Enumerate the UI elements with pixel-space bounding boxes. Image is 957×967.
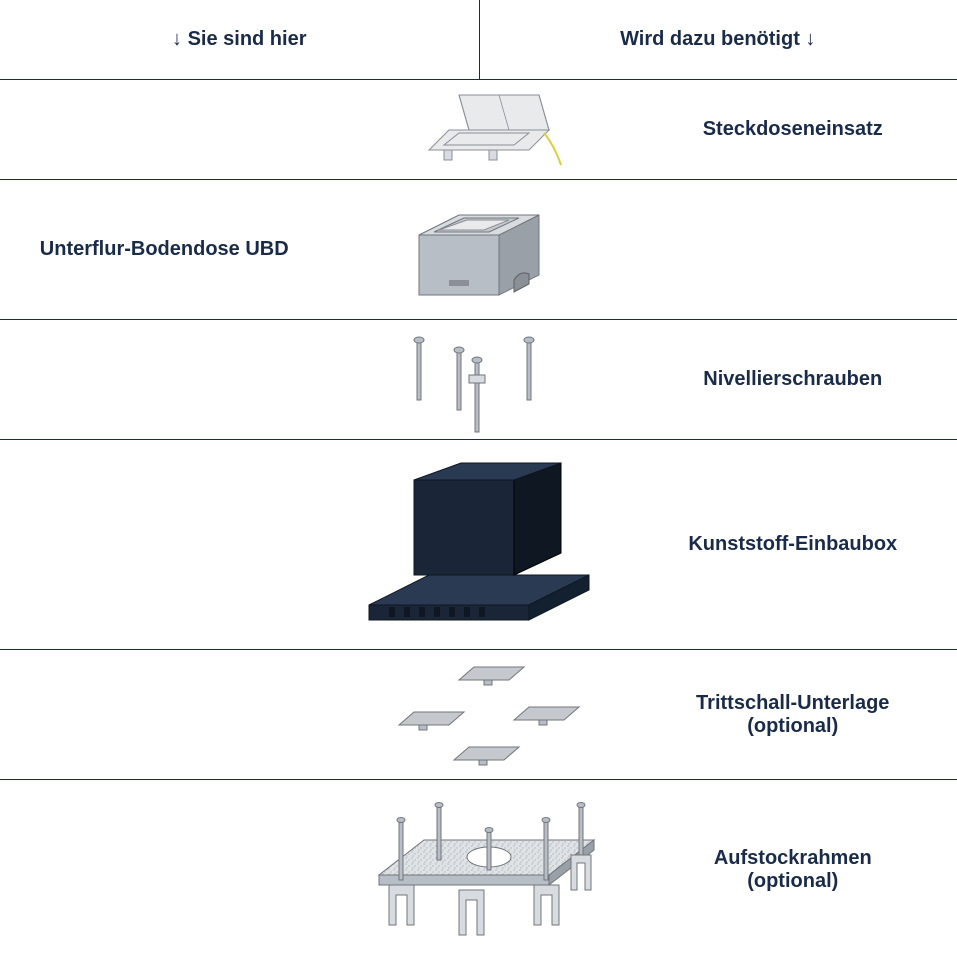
- header-right-text: Wird dazu benötigt: [620, 28, 800, 50]
- row-aufstockrahmen: Aufstockrahmen (optional): [0, 780, 957, 960]
- row3-left: [0, 535, 329, 555]
- row4-left: [0, 705, 329, 725]
- row1-image: [329, 185, 629, 315]
- row-trittschall: Trittschall-Unterlage (optional): [0, 650, 957, 780]
- header-left: ↓ Sie sind hier: [0, 28, 479, 51]
- row4-right: Trittschall-Unterlage (optional): [629, 682, 957, 748]
- row5-image: [329, 785, 629, 955]
- row4-image: [329, 655, 629, 775]
- row-nivellierschrauben: Nivellierschrauben: [0, 320, 957, 440]
- row-steckdoseneinsatz: Steckdoseneinsatz: [0, 80, 957, 180]
- row2-left: [0, 370, 329, 390]
- steckdoseneinsatz-icon: [389, 85, 569, 175]
- arrow-down-icon: ↓: [805, 28, 815, 50]
- row5-left: [0, 860, 329, 880]
- row5-right: Aufstockrahmen (optional): [629, 837, 957, 903]
- trittschall-icon: [369, 655, 589, 775]
- header-divider: [479, 0, 480, 80]
- row2-right: Nivellierschrauben: [629, 358, 957, 401]
- row0-right: Steckdoseneinsatz: [629, 108, 957, 151]
- einbaubox-icon: [349, 445, 609, 645]
- row-einbaubox: Kunststoff-Einbaubox: [0, 440, 957, 650]
- header-left-text: Sie sind hier: [188, 28, 307, 50]
- nivellierschrauben-icon: [379, 325, 579, 435]
- row-bodendose: Unterflur-Bodendose UBD: [0, 180, 957, 320]
- row3-image: [329, 445, 629, 645]
- row2-image: [329, 325, 629, 435]
- row1-right: [629, 240, 957, 260]
- aufstockrahmen-icon: [339, 785, 619, 955]
- diagram-container: ↓ Sie sind hier Wird dazu benötigt ↓: [0, 0, 957, 967]
- bodendose-icon: [379, 185, 579, 315]
- header-right: Wird dazu benötigt ↓: [479, 28, 957, 51]
- row0-image: [329, 85, 629, 175]
- row0-left: [0, 120, 329, 140]
- row3-right: Kunststoff-Einbaubox: [629, 523, 957, 566]
- arrow-down-icon: ↓: [172, 28, 182, 50]
- row1-left: Unterflur-Bodendose UBD: [0, 228, 329, 271]
